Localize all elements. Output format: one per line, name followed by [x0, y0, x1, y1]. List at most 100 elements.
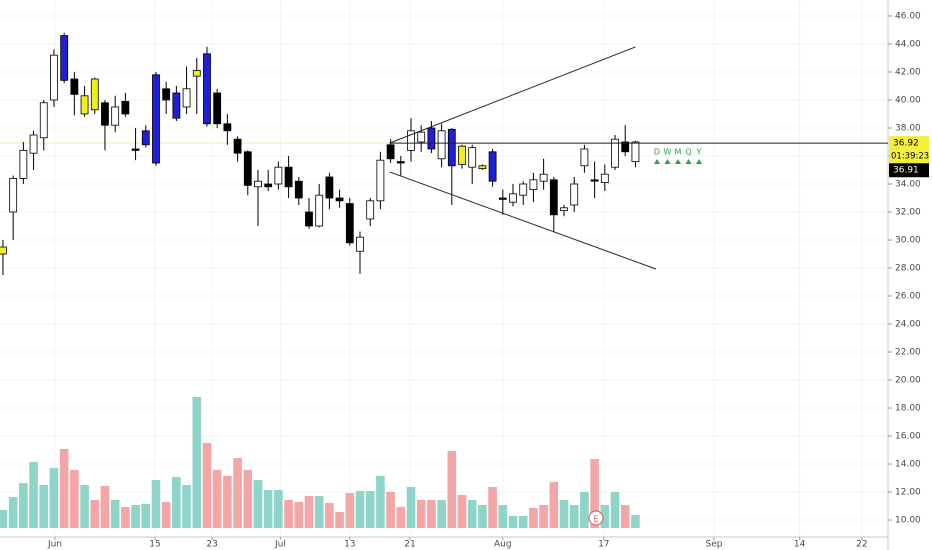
- candle-body: [468, 147, 477, 168]
- volume-bar: [498, 505, 508, 528]
- candle-body: [621, 141, 630, 153]
- volume-bar: [161, 502, 171, 528]
- volume-bar: [304, 496, 314, 528]
- volume-bar: [335, 512, 344, 528]
- volume-bar: [90, 500, 100, 528]
- countdown: 01:39:23: [891, 152, 929, 162]
- y-tick-label: 14.00: [895, 460, 921, 470]
- period-label: Q: [685, 148, 691, 157]
- x-tick-label: 17: [598, 540, 609, 550]
- candle-body: [80, 95, 89, 115]
- volume-bar: [590, 459, 599, 528]
- candle-body: [162, 88, 171, 101]
- candle-body: [223, 123, 232, 132]
- candle-body: [39, 102, 48, 139]
- volume-bar: [539, 505, 548, 528]
- candle-body: [305, 211, 313, 227]
- candle-body: [29, 134, 38, 154]
- candle-body: [203, 53, 211, 125]
- x-tick-label: 22: [856, 540, 867, 550]
- candle-body: [580, 148, 589, 167]
- candle-body: [182, 88, 191, 108]
- period-arrow: [696, 159, 702, 164]
- volume-bar: [345, 493, 355, 528]
- volume-bar: [457, 495, 467, 528]
- candle-body: [509, 193, 517, 203]
- volume-bar: [355, 491, 365, 528]
- candle-body: [529, 179, 538, 190]
- volume-bar: [80, 485, 89, 528]
- volume-bar: [141, 504, 151, 528]
- y-tick-label: 44.00: [895, 39, 921, 49]
- volume-bar: [559, 500, 569, 528]
- candle-body: [631, 141, 640, 162]
- x-tick-label: Jun: [47, 540, 62, 550]
- x-tick-label: 15: [149, 540, 160, 550]
- volume-bar: [549, 482, 559, 528]
- volume-bar: [416, 500, 426, 528]
- volume-bar: [406, 487, 416, 528]
- volume-bar: [396, 507, 406, 528]
- candle-body: [539, 173, 548, 182]
- x-tick-label: 14: [794, 540, 806, 550]
- candle-body: [131, 148, 140, 151]
- period-label: M: [675, 148, 682, 157]
- volume-bar: [569, 505, 579, 528]
- y-tick-label: 26.00: [895, 292, 921, 302]
- volume-bar: [518, 516, 528, 528]
- candle-body: [366, 200, 375, 220]
- period-arrow: [664, 159, 671, 164]
- volume-bar: [59, 449, 69, 528]
- y-tick-label: 34.00: [895, 179, 921, 189]
- candle-body: [0, 246, 7, 255]
- y-tick-label: 32.00: [895, 207, 921, 217]
- earnings-label: E: [593, 515, 598, 524]
- candle-body: [19, 149, 28, 179]
- volume-bar: [212, 470, 222, 528]
- volume-bar: [508, 516, 518, 528]
- y-tick-label: 24.00: [895, 320, 921, 330]
- y-tick-label: 16.00: [895, 432, 921, 442]
- candle-body: [427, 127, 436, 150]
- candle-body: [611, 138, 619, 168]
- y-tick-label: 42.00: [895, 67, 921, 77]
- volume-bar: [274, 490, 283, 528]
- volume-bar: [447, 451, 457, 528]
- volume-bar: [29, 462, 38, 528]
- volume-bar: [284, 500, 293, 528]
- candle-body: [570, 183, 579, 206]
- volume-bar: [314, 496, 324, 528]
- candle-body: [519, 183, 528, 196]
- candle-body: [243, 151, 252, 186]
- y-tick-label: 40.00: [895, 95, 921, 105]
- volume-bar: [19, 483, 28, 528]
- volume-bar: [233, 458, 242, 528]
- earnings-circle: [588, 510, 604, 526]
- volume-bar: [192, 397, 202, 528]
- candle-body: [549, 179, 558, 216]
- candle-body: [254, 180, 262, 188]
- candle-body: [325, 176, 334, 199]
- last-price-badge: [889, 136, 929, 164]
- candle-body: [60, 35, 69, 81]
- y-tick-label: 12.00: [895, 488, 921, 498]
- y-tick-label: 38.00: [895, 123, 921, 133]
- candle-body: [274, 166, 283, 185]
- bid-price-badge: [889, 163, 929, 178]
- candle-body: [458, 145, 466, 165]
- period-label: W: [664, 148, 672, 157]
- candle-body: [498, 197, 507, 200]
- candle-body: [90, 78, 99, 111]
- period-label: D: [654, 148, 660, 157]
- candle-body: [141, 130, 150, 146]
- volume-bar: [610, 492, 620, 528]
- volume-bar: [110, 500, 120, 528]
- volume-bar: [600, 505, 610, 528]
- volume-bar: [253, 480, 263, 528]
- candle-body: [417, 131, 426, 143]
- volume-bar: [70, 470, 79, 528]
- bid-price-label: 36.91: [893, 166, 919, 176]
- volume-bar: [580, 492, 589, 528]
- candle-body: [172, 92, 181, 119]
- candle-body: [356, 236, 364, 252]
